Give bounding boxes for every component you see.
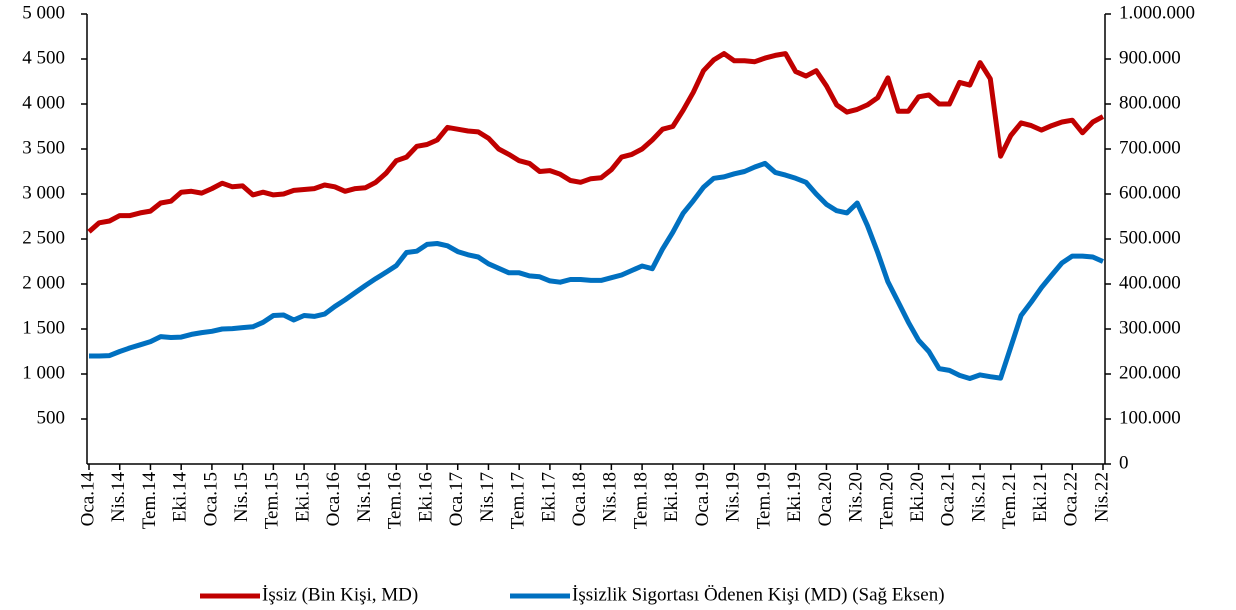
x-tick-label: Oca.22 bbox=[1061, 472, 1082, 526]
y2-tick-label: 800.000 bbox=[1119, 92, 1181, 113]
x-tick-label: Oca.15 bbox=[200, 472, 221, 526]
y2-tick-label: 900.000 bbox=[1119, 47, 1181, 68]
y2-tick-label: 700.000 bbox=[1119, 137, 1181, 158]
x-tick-label: Eki.15 bbox=[292, 472, 313, 522]
y2-tick-label: 300.000 bbox=[1119, 317, 1181, 338]
x-tick-label: Tem.14 bbox=[139, 472, 160, 530]
y2-tick-label: 400.000 bbox=[1119, 272, 1181, 293]
legend-label: İşsizlik Sigortası Ödenen Kişi (MD) (Sağ… bbox=[572, 584, 945, 605]
x-tick-label: Tem.17 bbox=[508, 472, 529, 529]
x-tick-label: Eki.16 bbox=[415, 472, 436, 522]
y-tick-label: 1 500 bbox=[22, 317, 65, 338]
y2-tick-label: 500.000 bbox=[1119, 227, 1181, 248]
y2-tick-label: 600.000 bbox=[1119, 182, 1181, 203]
x-tick-label: Eki.18 bbox=[661, 472, 682, 522]
x-tick-label: Nis.19 bbox=[723, 472, 744, 522]
y2-tick-label: 100.000 bbox=[1119, 407, 1181, 428]
x-tick-label: Nis.16 bbox=[354, 472, 375, 522]
x-tick-label: Eki.21 bbox=[1030, 472, 1051, 522]
y-tick-label: 3 000 bbox=[22, 182, 65, 203]
x-tick-label: Tem.19 bbox=[753, 472, 774, 529]
x-tick-label: Eki.19 bbox=[784, 472, 805, 522]
x-tick-label: Nis.22 bbox=[1091, 472, 1112, 522]
x-tick-label: Oca.14 bbox=[77, 472, 98, 527]
x-tick-label: Tem.20 bbox=[876, 472, 897, 529]
x-tick-label: Nis.18 bbox=[600, 472, 621, 522]
x-tick-label: Oca.16 bbox=[323, 472, 344, 526]
x-tick-label: Oca.19 bbox=[692, 472, 713, 526]
y2-tick-label: 0 bbox=[1119, 452, 1129, 473]
y-tick-label: 5 000 bbox=[22, 2, 65, 23]
x-tick-label: Tem.18 bbox=[630, 472, 651, 529]
x-tick-label: Nis.14 bbox=[108, 472, 129, 523]
y2-tick-label: 200.000 bbox=[1119, 362, 1181, 383]
x-tick-label: Nis.21 bbox=[968, 472, 989, 522]
x-tick-label: Tem.16 bbox=[385, 472, 406, 529]
x-tick-label: Eki.20 bbox=[907, 472, 928, 522]
x-tick-label: Oca.17 bbox=[446, 472, 467, 526]
y-tick-label: 2 000 bbox=[22, 272, 65, 293]
x-tick-label: Oca.20 bbox=[815, 472, 836, 526]
y-tick-label: 1 000 bbox=[22, 362, 65, 383]
series-line bbox=[89, 160, 1105, 381]
x-tick-label: Nis.17 bbox=[477, 472, 498, 522]
x-tick-label: Eki.17 bbox=[538, 472, 559, 522]
series-line bbox=[87, 51, 1105, 234]
y-tick-label: 2 500 bbox=[22, 227, 65, 248]
y2-tick-label: 1.000.000 bbox=[1119, 2, 1195, 23]
x-tick-label: Oca.18 bbox=[569, 472, 590, 526]
y-tick-label: 4 000 bbox=[22, 92, 65, 113]
legend-label: İşsiz (Bin Kişi, MD) bbox=[262, 584, 418, 605]
x-tick-label: Nis.15 bbox=[231, 472, 252, 522]
y-tick-label: 4 500 bbox=[22, 47, 65, 68]
x-tick-label: Oca.21 bbox=[938, 472, 959, 526]
x-tick-label: Tem.15 bbox=[262, 472, 283, 529]
x-tick-label: Eki.14 bbox=[170, 472, 191, 523]
y-tick-label: 3 500 bbox=[22, 137, 65, 158]
y-tick-label: 500 bbox=[37, 407, 66, 428]
x-tick-label: Nis.20 bbox=[846, 472, 867, 522]
x-tick-label: Tem.21 bbox=[999, 472, 1020, 529]
